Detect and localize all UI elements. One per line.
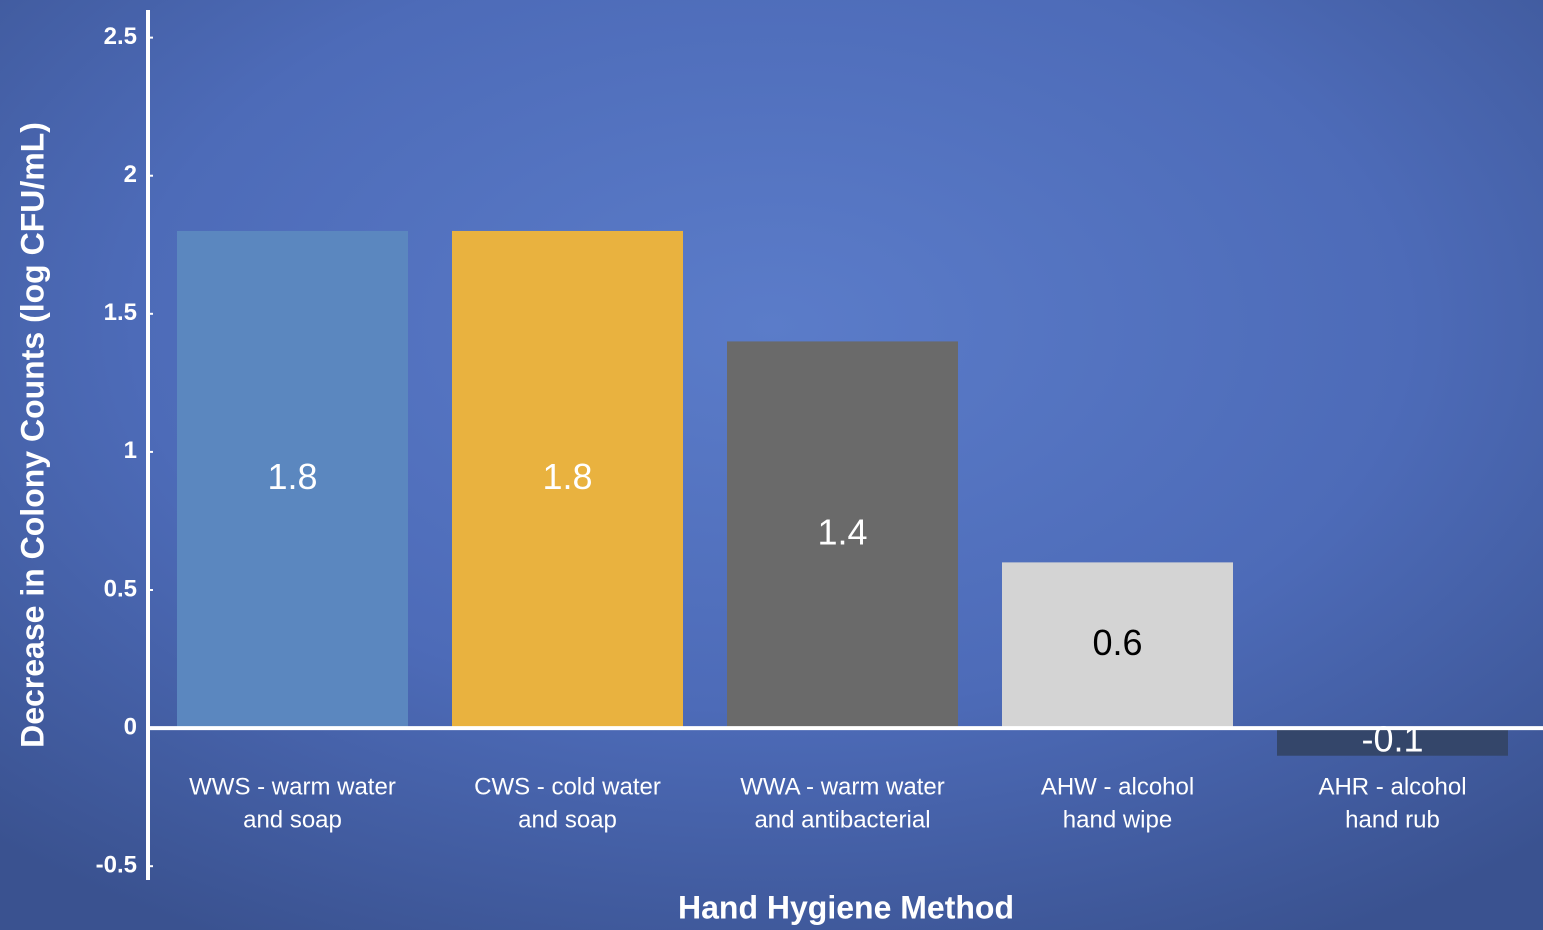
y-tick-label: 1.5	[104, 299, 137, 326]
value-label: -0.1	[1361, 718, 1423, 759]
value-label: 1.8	[542, 456, 592, 497]
value-label: 0.6	[1092, 622, 1142, 663]
y-axis-title: Decrease in Colony Counts (log CFU/mL)	[14, 122, 50, 748]
bar	[177, 230, 408, 729]
y-tick-label: -0.5	[96, 852, 137, 879]
bar	[1002, 562, 1233, 729]
value-label: 1.8	[267, 456, 317, 497]
x-tick-label: AHW - alcohol	[1041, 773, 1194, 800]
y-tick-label: 0	[124, 713, 137, 740]
y-tick-label: 1	[124, 437, 137, 464]
x-tick-label: WWS - warm water	[189, 773, 396, 800]
bar	[1277, 728, 1508, 756]
y-tick-label: 2	[124, 161, 137, 188]
x-tick-label: AHR - alcohol	[1318, 773, 1466, 800]
y-tick-label: 2.5	[104, 23, 137, 50]
x-tick-label: CWS - cold water	[474, 773, 661, 800]
x-tick-label: and soap	[518, 806, 617, 833]
y-tick-label: 0.5	[104, 575, 137, 602]
x-tick-label: hand wipe	[1063, 806, 1172, 833]
x-axis-title: Hand Hygiene Method	[678, 889, 1014, 925]
x-tick-label: and antibacterial	[754, 806, 930, 833]
value-label: 1.4	[817, 511, 867, 552]
x-tick-label: and soap	[243, 806, 342, 833]
bar	[727, 341, 958, 729]
x-tick-label: WWA - warm water	[740, 773, 944, 800]
bar	[452, 230, 683, 729]
x-tick-label: hand rub	[1345, 806, 1440, 833]
